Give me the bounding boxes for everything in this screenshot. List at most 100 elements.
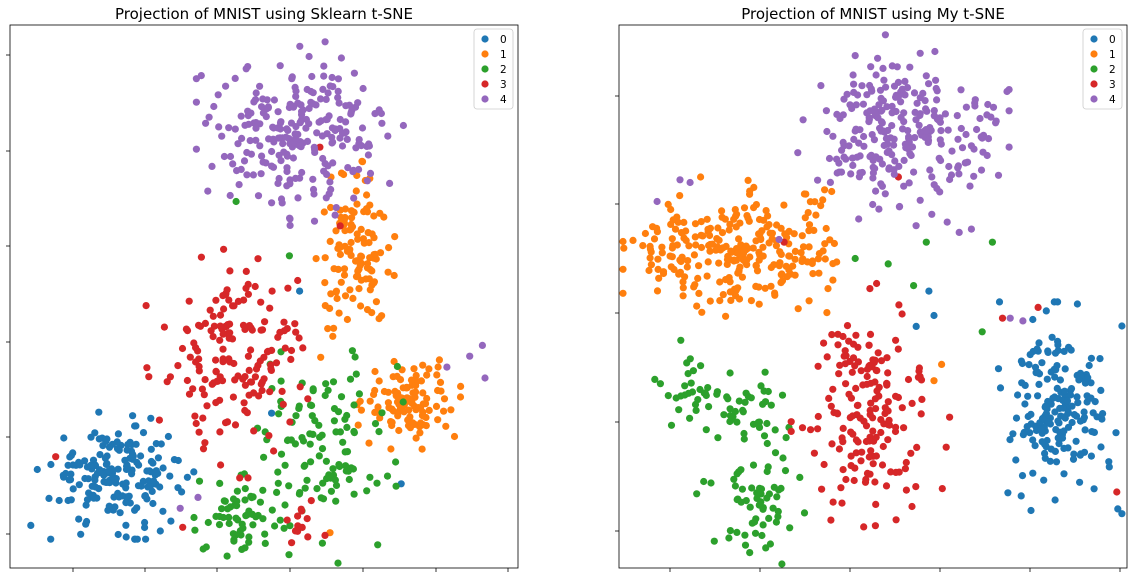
scatter-point-class-0 — [1056, 376, 1064, 384]
scatter-point-class-0 — [1018, 472, 1027, 480]
scatter-point-class-3 — [223, 286, 231, 294]
scatter-point-class-2 — [746, 549, 754, 557]
scatter-point-class-4 — [225, 124, 233, 132]
scatter-point-class-4 — [1006, 314, 1014, 322]
scatter-point-class-2 — [697, 362, 705, 370]
scatter-point-class-4 — [258, 152, 266, 160]
scatter-point-class-1 — [691, 220, 700, 228]
scatter-point-class-0 — [912, 322, 920, 330]
scatter-point-class-4 — [895, 203, 904, 211]
scatter-point-class-1 — [407, 376, 416, 384]
scatter-point-class-4 — [901, 77, 909, 85]
scatter-point-class-2 — [704, 384, 712, 392]
scatter-point-class-4 — [478, 341, 486, 349]
scatter-point-class-3 — [292, 328, 300, 336]
scatter-point-class-1 — [727, 296, 735, 304]
scatter-point-class-1 — [321, 279, 329, 287]
scatter-point-class-2 — [778, 391, 787, 399]
scatter-point-class-2 — [773, 493, 781, 501]
scatter-point-class-0 — [1052, 458, 1061, 466]
scatter-point-class-4 — [325, 190, 333, 198]
scatter-point-class-4 — [313, 129, 321, 137]
scatter-point-class-0 — [77, 530, 85, 538]
scatter-point-class-0 — [166, 472, 174, 480]
scatter-point-class-2 — [327, 487, 335, 495]
scatter-point-class-1 — [340, 265, 349, 273]
scatter-point-class-2 — [694, 396, 702, 404]
scatter-point-class-0 — [1114, 505, 1122, 513]
scatter-point-class-1 — [412, 371, 420, 380]
scatter-point-class-1 — [659, 268, 668, 276]
scatter-point-class-2 — [753, 489, 761, 497]
scatter-point-class-1 — [829, 260, 837, 268]
scatter-point-class-4 — [319, 85, 327, 93]
scatter-point-class-3 — [834, 341, 842, 349]
scatter-point-class-2 — [675, 406, 683, 414]
scatter-point-class-2 — [684, 370, 692, 378]
scatter-point-class-2 — [245, 533, 253, 541]
scatter-point-class-2 — [225, 519, 233, 528]
scatter-point-class-2 — [315, 452, 323, 460]
scatter-point-class-4 — [291, 134, 300, 142]
scatter-point-class-0 — [133, 535, 141, 543]
scatter-point-class-3 — [849, 354, 858, 362]
scatter-point-class-1 — [722, 276, 730, 284]
scatter-point-class-1 — [786, 252, 794, 260]
scatter-point-class-0 — [1023, 423, 1031, 431]
scatter-point-class-1 — [317, 353, 325, 361]
scatter-point-class-3 — [866, 330, 875, 338]
scatter-point-class-3 — [879, 442, 887, 451]
scatter-point-class-0 — [268, 409, 276, 417]
scatter-point-class-4 — [943, 218, 951, 226]
scatter-point-class-4 — [961, 159, 969, 167]
scatter-point-class-2 — [374, 541, 382, 549]
scatter-point-class-2 — [758, 531, 766, 540]
scatter-point-class-2 — [301, 484, 309, 492]
scatter-point-class-3 — [894, 345, 902, 353]
scatter-point-class-0 — [1035, 339, 1043, 347]
scatter-point-class-4 — [933, 96, 941, 104]
scatter-point-class-3 — [216, 322, 224, 330]
scatter-point-class-4 — [358, 124, 367, 132]
scatter-point-class-0 — [84, 475, 92, 483]
scatter-point-class-1 — [321, 254, 329, 262]
scatter-point-class-3 — [216, 311, 225, 319]
scatter-point-class-4 — [855, 215, 863, 223]
scatter-point-class-1 — [809, 270, 817, 278]
scatter-point-class-0 — [1066, 391, 1075, 399]
scatter-point-class-2 — [764, 387, 772, 396]
scatter-point-class-4 — [900, 182, 908, 190]
scatter-point-class-3 — [875, 383, 883, 391]
scatter-point-class-3 — [241, 381, 249, 389]
scatter-point-class-4 — [257, 170, 265, 178]
scatter-point-class-3 — [1034, 303, 1042, 311]
scatter-point-class-1 — [655, 274, 663, 282]
scatter-point-class-2 — [298, 434, 306, 442]
scatter-point-class-4 — [932, 84, 940, 93]
scatter-point-class-1 — [706, 224, 715, 232]
scatter-point-class-3 — [186, 353, 194, 361]
scatter-point-class-1 — [417, 419, 425, 427]
scatter-point-class-2 — [232, 197, 240, 206]
scatter-point-class-1 — [712, 246, 720, 254]
scatter-point-class-3 — [251, 282, 259, 291]
scatter-point-class-2 — [366, 473, 374, 481]
scatter-point-class-3 — [219, 358, 227, 366]
scatter-point-class-4 — [310, 143, 318, 151]
scatter-point-class-4 — [378, 119, 386, 127]
scatter-point-class-2 — [350, 490, 358, 498]
scatter-point-class-1 — [432, 402, 441, 410]
scatter-point-class-4 — [235, 181, 243, 189]
scatter-point-class-4 — [888, 102, 896, 110]
scatter-point-class-0 — [930, 311, 938, 320]
scatter-point-class-4 — [970, 145, 978, 153]
scatter-point-class-4 — [231, 74, 239, 82]
scatter-point-class-4 — [869, 174, 877, 182]
scatter-point-class-4 — [252, 119, 260, 127]
scatter-point-class-2 — [738, 485, 747, 493]
scatter-point-class-3 — [871, 522, 880, 530]
scatter-point-class-4 — [903, 84, 912, 92]
scatter-point-class-0 — [1081, 426, 1089, 434]
scatter-point-class-3 — [143, 364, 151, 372]
